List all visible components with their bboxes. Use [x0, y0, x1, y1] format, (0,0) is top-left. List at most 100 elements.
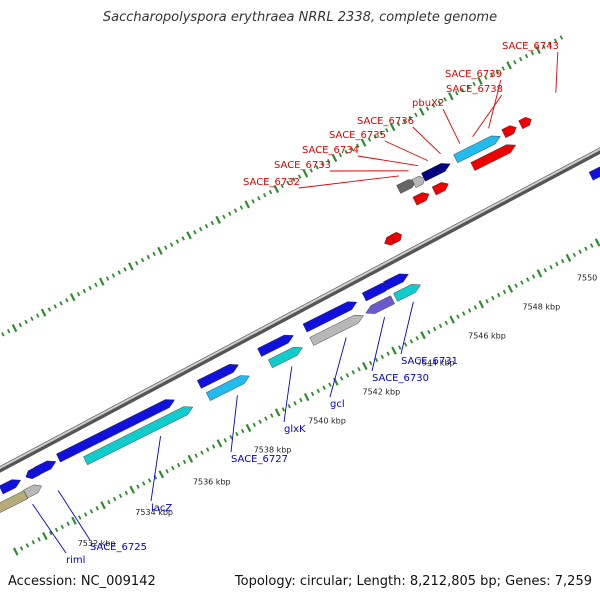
upper-tick-mark: [431, 103, 436, 108]
upper-tick-mark: [47, 307, 52, 312]
upper-tick-mark: [506, 61, 512, 70]
lower-tick-mark: [420, 331, 426, 340]
lower-tick-mark: [89, 509, 94, 514]
gene-leader-line: [283, 366, 293, 423]
upper-tick-mark: [321, 162, 325, 167]
lower-tick-mark: [427, 329, 431, 335]
gene-arrow: [302, 301, 358, 333]
upper-tick-mark: [134, 260, 139, 266]
lower-tick-mark: [594, 238, 600, 247]
gene-arrow-riml-shape: [0, 490, 29, 514]
gene-arrow-SACE_6734: [421, 163, 451, 182]
lower-tick-mark: [362, 362, 368, 371]
upper-tick-mark: [239, 205, 244, 210]
lower-tick-mark: [118, 493, 123, 499]
upper-tick-mark: [367, 137, 372, 142]
upper-tick-mark: [215, 215, 221, 224]
gene-label: SACE_6739: [445, 69, 502, 80]
lower-tick-mark: [54, 527, 59, 533]
upper-tick-mark: [193, 230, 197, 235]
lower-tick-mark: [37, 536, 41, 542]
upper-tick-mark: [477, 76, 483, 85]
gene-arrow-SACE_6735: [412, 192, 430, 206]
gene-arrow: [23, 484, 42, 499]
upper-tick-mark: [414, 112, 418, 118]
gene-arrow-SACE_6731-shape: [393, 284, 421, 302]
lower-tick-mark: [19, 546, 24, 551]
gene-arrow-SACE_6738-shape: [453, 135, 501, 164]
upper-tick-mark: [99, 277, 105, 286]
upper-tick-mark: [472, 81, 476, 87]
lower-tick-mark: [107, 499, 111, 505]
lower-tick-mark: [78, 515, 82, 520]
upper-tick-mark: [186, 231, 192, 240]
genome-backbone: [0, 147, 600, 473]
lower-tick-mark: [438, 323, 443, 329]
gene-leader-line: [555, 51, 559, 93]
upper-tick-mark: [448, 92, 454, 101]
lower-tick-mark: [287, 404, 291, 409]
lower-tick-mark: [485, 298, 489, 304]
gene-arrow-shape: [302, 301, 358, 333]
lower-tick-mark: [444, 320, 449, 326]
kbp-scale-label: 7544 kbp: [417, 359, 455, 368]
upper-tick-mark: [152, 251, 156, 257]
upper-tick-mark: [338, 152, 343, 158]
upper-tick-mark: [111, 273, 116, 278]
upper-tick-mark: [396, 121, 401, 127]
kbp-scale-label: 7540 kbp: [308, 416, 346, 425]
lower-tick-mark: [100, 501, 106, 510]
gene-arrow-SACE_6736-shape: [431, 182, 449, 196]
gene-arrow-SACE_6735-shape: [412, 192, 430, 206]
lower-tick-mark: [310, 391, 315, 397]
lower-tick-mark: [374, 357, 379, 363]
upper-tick-mark: [309, 168, 313, 173]
lower-tick-mark: [357, 366, 361, 372]
gene-label: SACE_6727: [231, 454, 288, 465]
lower-tick-mark: [491, 295, 495, 301]
genome-backbone-highlight: [0, 147, 600, 470]
lower-tick-mark: [200, 450, 204, 455]
upper-tick-mark: [356, 143, 360, 148]
lower-tick-mark: [31, 540, 35, 545]
lower-tick-mark: [129, 485, 135, 494]
gene-arrow-gcl: [309, 314, 364, 346]
upper-tick-mark: [30, 316, 34, 322]
upper-tick-mark: [460, 87, 465, 93]
upper-tick-mark: [389, 123, 396, 132]
lower-tick-mark: [432, 326, 437, 332]
upper-tick-mark: [36, 313, 40, 318]
upper-tick-mark: [302, 169, 309, 178]
gene-leader-line: [442, 108, 461, 144]
upper-tick-mark: [1, 332, 5, 337]
upper-tick-mark: [286, 180, 290, 186]
kbp-scale-label: 7538 kbp: [254, 445, 292, 454]
lower-tick-mark: [520, 280, 524, 285]
upper-tick-mark: [344, 149, 348, 155]
gene-arrow-SACE_6730-shape: [365, 295, 395, 314]
lower-tick-mark: [456, 314, 460, 319]
lower-tick-mark: [240, 428, 245, 434]
gene-leader-line: [412, 126, 441, 155]
kbp-scale-label: 7532 kbp: [78, 539, 116, 548]
gene-leader-line: [357, 155, 419, 167]
gene-arrow-SACE_6733-shape: [411, 175, 425, 188]
upper-tick-mark: [128, 262, 134, 271]
lower-tick-mark: [322, 385, 326, 390]
upper-tick-mark: [69, 293, 76, 302]
lower-tick-mark: [229, 434, 233, 440]
lower-tick-mark: [187, 454, 194, 463]
lower-tick-mark: [403, 342, 408, 347]
upper-tick-mark: [59, 301, 63, 306]
upper-tick-mark: [542, 44, 546, 50]
lower-tick-mark: [293, 400, 297, 406]
gene-arrow-glxK-shape: [268, 347, 303, 369]
upper-tick-mark: [350, 146, 354, 152]
lower-tick-mark: [496, 292, 501, 298]
lower-tick-mark: [182, 459, 187, 465]
gene-arrow-shape: [588, 154, 600, 181]
lower-tick-mark: [590, 243, 594, 248]
upper-tick-mark: [175, 239, 180, 244]
lower-tick-mark: [565, 253, 572, 262]
lower-tick-mark: [560, 258, 565, 264]
